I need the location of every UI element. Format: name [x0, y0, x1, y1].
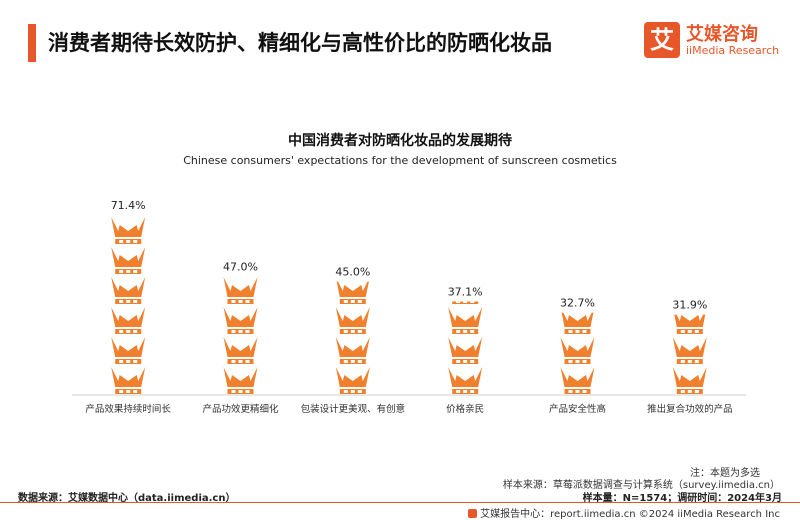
chart-subtitle: Chinese consumers' expectations for the … — [183, 154, 617, 167]
crown-icon — [111, 277, 146, 304]
chart-title: 中国消费者对防晒化妆品的发展期待 — [288, 133, 512, 149]
crown-icon — [111, 367, 146, 394]
crown-icon — [335, 337, 370, 364]
page-title: 消费者期待长效防护、精细化与高性价比的防晒化妆品 — [48, 31, 552, 55]
pictorial-bar-chart: 71.4% 产品效果持续时间长 47.0% 产品功效更精细化 45.0% 包装设计更美观、… — [72, 199, 746, 415]
multi-select-note: 注：本题为多选 — [690, 468, 760, 479]
data-label-4: 37.1% — [448, 285, 483, 298]
data-label-5: 32.7% — [560, 297, 595, 310]
crown-icon — [111, 307, 146, 334]
crown-icon — [223, 367, 258, 394]
crown-icon — [448, 307, 483, 334]
bar-6 — [672, 314, 707, 394]
bar-1 — [111, 217, 146, 394]
data-source: 数据来源：艾媒数据中心（data.iimedia.cn） — [18, 493, 236, 504]
category-label-5: 产品安全性高 — [549, 403, 606, 415]
brand-logo: 艾 艾媒咨询 iiMedia Research — [644, 20, 784, 64]
sample-size: 样本量：N=1574；调研时间：2024年3月 — [582, 493, 782, 504]
crown-icon — [561, 312, 594, 334]
bar-3 — [335, 281, 370, 394]
footer-text: 艾媒报告中心：report.iimedia.cn ©2024 iiMedia R… — [480, 509, 780, 520]
crown-icon — [452, 301, 479, 304]
footer-divider — [0, 502, 800, 503]
logo-icon: 艾 — [644, 22, 680, 58]
bar-2 — [223, 277, 258, 394]
category-label-4: 价格亲民 — [446, 403, 484, 415]
data-label-2: 47.0% — [223, 261, 258, 274]
crown-icon — [336, 281, 369, 304]
bar-4 — [448, 301, 483, 394]
crown-icon — [111, 247, 146, 274]
data-label-3: 45.0% — [335, 266, 370, 279]
sample-source: 样本来源：草莓派数据调查与计算系统（survey.iimedia.cn） — [502, 480, 780, 491]
crown-icon — [674, 314, 706, 334]
footer-logo-icon — [468, 509, 478, 518]
crown-icon — [223, 337, 258, 364]
crown-icon — [223, 307, 258, 334]
crown-icon — [111, 337, 146, 364]
category-label-2: 产品功效更精细化 — [202, 403, 279, 415]
logo-chinese-name: 艾媒咨询 — [686, 24, 758, 45]
crown-icon — [335, 307, 370, 334]
footer: 艾媒报告中心：report.iimedia.cn ©2024 iiMedia R… — [468, 505, 780, 520]
crown-icon — [672, 337, 707, 364]
data-label-6: 31.9% — [672, 299, 707, 312]
crown-icon — [448, 367, 483, 394]
bar-5 — [560, 312, 595, 394]
logo-english-name: iiMedia Research — [686, 44, 780, 57]
crown-icon — [560, 367, 595, 394]
crown-icon — [672, 367, 707, 394]
crown-icon — [335, 367, 370, 394]
data-label-1: 71.4% — [111, 199, 146, 212]
crown-icon — [223, 277, 258, 304]
category-label-1: 产品效果持续时间长 — [85, 403, 171, 415]
crown-icon — [560, 337, 595, 364]
crown-icon — [448, 337, 483, 364]
category-label-6: 推出复合功效的产品 — [647, 403, 733, 415]
crown-icon — [111, 217, 146, 244]
title-accent-bar — [28, 24, 36, 62]
category-label-3: 包装设计更美观、有创意 — [301, 403, 406, 415]
